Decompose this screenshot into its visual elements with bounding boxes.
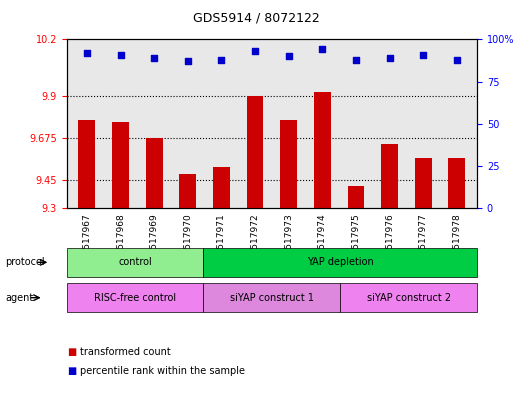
Bar — [381, 145, 398, 208]
Point — [116, 51, 125, 58]
Bar — [78, 120, 95, 208]
Point — [419, 51, 427, 58]
Text: siYAP construct 1: siYAP construct 1 — [230, 293, 314, 303]
Text: ■: ■ — [67, 366, 76, 376]
Point — [83, 50, 91, 56]
Bar — [247, 95, 264, 208]
Point — [184, 58, 192, 64]
Bar — [448, 158, 465, 208]
Bar — [112, 122, 129, 208]
Bar — [348, 186, 364, 208]
Point — [150, 55, 158, 61]
Text: YAP depletion: YAP depletion — [307, 257, 373, 267]
Point — [251, 48, 259, 54]
Point — [218, 57, 226, 63]
Bar — [415, 158, 431, 208]
Bar — [180, 174, 196, 208]
Point — [285, 53, 293, 59]
Text: agent: agent — [5, 293, 33, 303]
Text: siYAP construct 2: siYAP construct 2 — [367, 293, 451, 303]
Text: GDS5914 / 8072122: GDS5914 / 8072122 — [193, 12, 320, 25]
Text: protocol: protocol — [5, 257, 45, 267]
Text: percentile rank within the sample: percentile rank within the sample — [80, 366, 245, 376]
Point — [453, 57, 461, 63]
Bar — [280, 120, 297, 208]
Text: control: control — [118, 257, 152, 267]
Text: transformed count: transformed count — [80, 347, 170, 357]
Bar — [314, 92, 331, 208]
Point — [352, 57, 360, 63]
Point — [318, 46, 326, 53]
Bar — [213, 167, 230, 208]
Bar — [146, 138, 163, 208]
Point — [386, 55, 394, 61]
Text: RISC-free control: RISC-free control — [94, 293, 176, 303]
Text: ■: ■ — [67, 347, 76, 357]
